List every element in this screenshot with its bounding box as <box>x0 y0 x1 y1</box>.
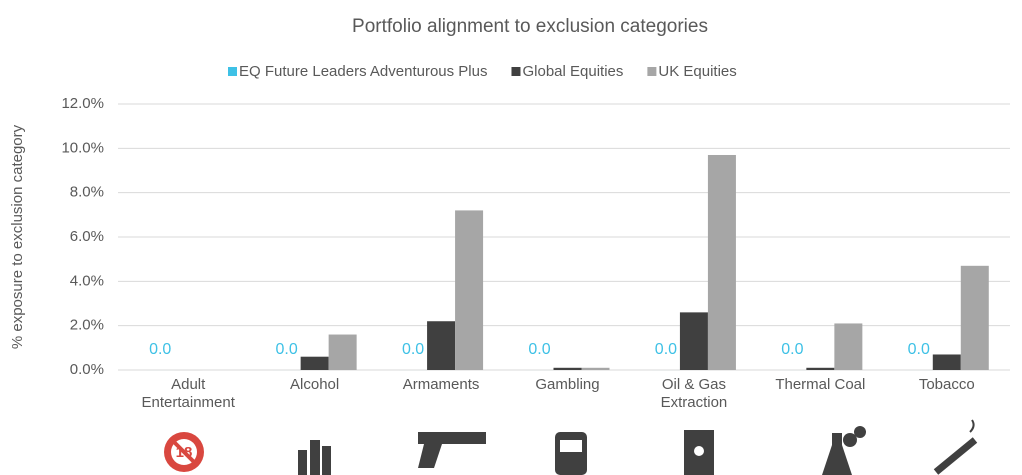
data-label: 0.0 <box>402 341 424 358</box>
bar <box>553 367 582 370</box>
data-label: 0.0 <box>781 341 803 358</box>
legend-label: EQ Future Leaders Adventurous Plus <box>239 63 487 80</box>
x-tick-label: Armaments <box>402 376 480 393</box>
x-tick-label: Adult Entertainment <box>141 376 235 411</box>
data-label: 0.0 <box>655 341 677 358</box>
legend-swatch <box>511 67 521 76</box>
bar <box>455 210 484 370</box>
y-tick-label: 8.0% <box>70 184 104 201</box>
legend-label: Global Equities <box>522 63 623 80</box>
data-label: 0.0 <box>276 341 298 358</box>
icons: 18 <box>164 419 978 475</box>
y-tick-label: 12.0% <box>61 95 104 112</box>
bar <box>960 265 989 370</box>
bar <box>300 356 329 370</box>
y-tick-label: 6.0% <box>70 228 104 245</box>
legend-swatch <box>647 67 657 76</box>
y-tick-label: 4.0% <box>70 272 104 289</box>
x-tick-label: Thermal Coal <box>775 376 866 393</box>
x-tick-label: Tobacco <box>918 376 975 393</box>
data-label: 0.0 <box>149 341 171 358</box>
bar <box>806 367 835 370</box>
bar <box>679 312 708 370</box>
bar <box>932 354 961 370</box>
data-label: 0.0 <box>528 341 550 358</box>
chart-title: Portfolio alignment to exclusion categor… <box>352 16 708 37</box>
bar <box>834 323 863 370</box>
y-tick-label: 0.0% <box>70 361 104 378</box>
y-tick-label: 10.0% <box>61 139 104 156</box>
bar <box>427 321 456 370</box>
data-label: 0.0 <box>908 341 930 358</box>
x-tick-label: Gambling <box>535 376 600 393</box>
x-tick-label: Alcohol <box>290 376 340 393</box>
legend-swatch <box>228 67 237 76</box>
bar <box>581 367 610 370</box>
x-tick-label: Oil & Gas Extraction <box>660 376 728 411</box>
legend-label: UK Equities <box>658 63 736 80</box>
y-tick-label: 2.0% <box>70 317 104 334</box>
bar <box>707 154 736 370</box>
y-axis-label: % exposure to exclusion category <box>9 124 26 349</box>
bar <box>328 334 357 370</box>
